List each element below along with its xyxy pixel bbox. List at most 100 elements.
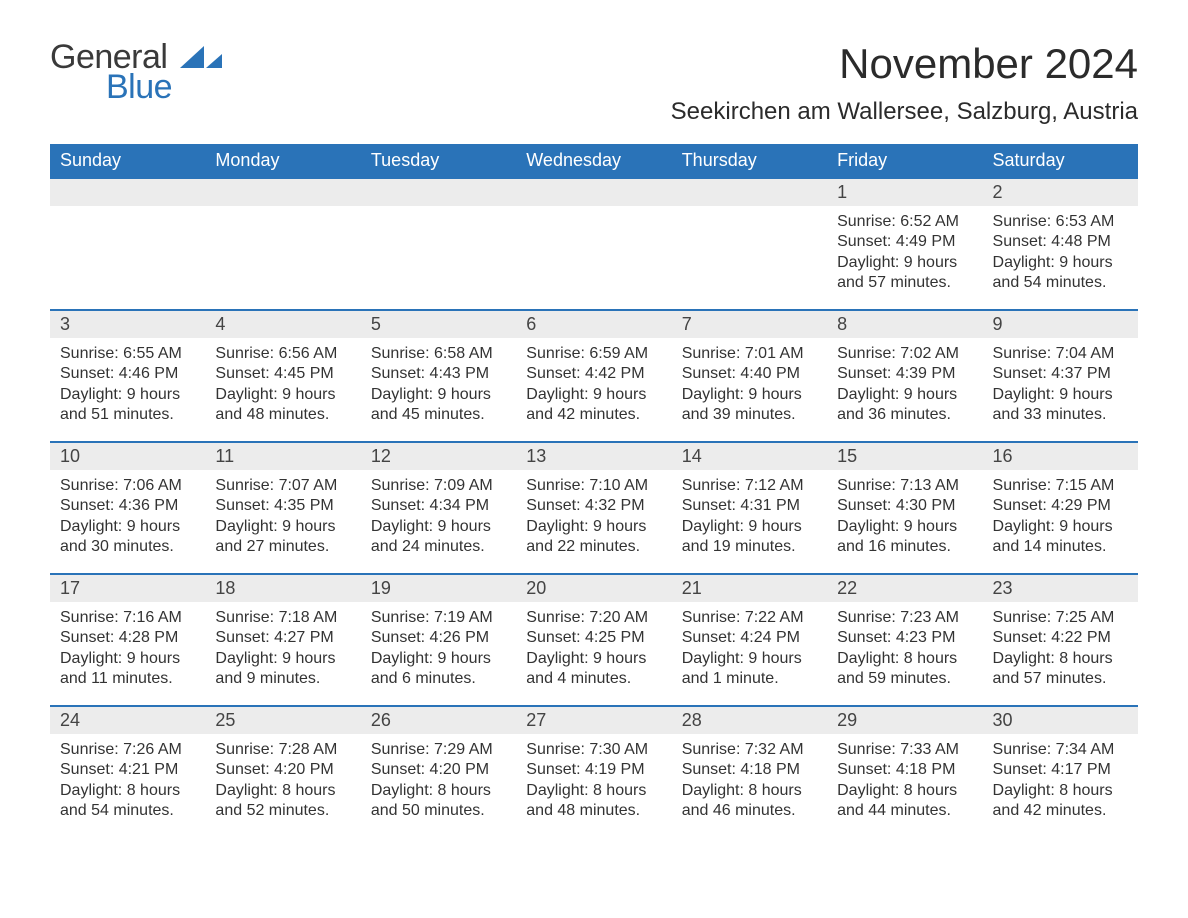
calendar-cell: . xyxy=(205,177,360,309)
calendar-cell: 21Sunrise: 7:22 AMSunset: 4:24 PMDayligh… xyxy=(672,573,827,705)
day-body: Sunrise: 6:58 AMSunset: 4:43 PMDaylight:… xyxy=(361,338,516,430)
daylight-line: Daylight: 9 hours and 27 minutes. xyxy=(215,517,350,558)
day-number: 21 xyxy=(672,575,827,602)
sunrise-line: Sunrise: 6:58 AM xyxy=(371,344,506,364)
daylight-line: Daylight: 9 hours and 11 minutes. xyxy=(60,649,195,690)
calendar-cell: 28Sunrise: 7:32 AMSunset: 4:18 PMDayligh… xyxy=(672,705,827,837)
day-number: 19 xyxy=(361,575,516,602)
day-number: 12 xyxy=(361,443,516,470)
day-number: 28 xyxy=(672,707,827,734)
calendar-cell: 9Sunrise: 7:04 AMSunset: 4:37 PMDaylight… xyxy=(983,309,1138,441)
sunset-line: Sunset: 4:17 PM xyxy=(993,760,1128,780)
sunset-line: Sunset: 4:23 PM xyxy=(837,628,972,648)
daylight-line: Daylight: 9 hours and 48 minutes. xyxy=(215,385,350,426)
day-body: Sunrise: 7:30 AMSunset: 4:19 PMDaylight:… xyxy=(516,734,671,826)
sunset-line: Sunset: 4:18 PM xyxy=(837,760,972,780)
sunrise-line: Sunrise: 7:13 AM xyxy=(837,476,972,496)
calendar-cell: 3Sunrise: 6:55 AMSunset: 4:46 PMDaylight… xyxy=(50,309,205,441)
sunset-line: Sunset: 4:19 PM xyxy=(526,760,661,780)
sunrise-line: Sunrise: 7:32 AM xyxy=(682,740,817,760)
day-number-row: 27 xyxy=(516,705,671,734)
sunset-line: Sunset: 4:42 PM xyxy=(526,364,661,384)
day-body: Sunrise: 7:28 AMSunset: 4:20 PMDaylight:… xyxy=(205,734,360,826)
day-number-row: 9 xyxy=(983,309,1138,338)
sunrise-line: Sunrise: 7:16 AM xyxy=(60,608,195,628)
day-number-row: . xyxy=(50,177,205,206)
daylight-line: Daylight: 8 hours and 44 minutes. xyxy=(837,781,972,822)
weekday-header: Thursday xyxy=(672,144,827,177)
day-number: 1 xyxy=(827,179,982,206)
sunset-line: Sunset: 4:39 PM xyxy=(837,364,972,384)
sunrise-line: Sunrise: 6:59 AM xyxy=(526,344,661,364)
sunrise-line: Sunrise: 7:34 AM xyxy=(993,740,1128,760)
day-number: 30 xyxy=(983,707,1138,734)
calendar-cell: 6Sunrise: 6:59 AMSunset: 4:42 PMDaylight… xyxy=(516,309,671,441)
sunset-line: Sunset: 4:29 PM xyxy=(993,496,1128,516)
day-body: Sunrise: 7:07 AMSunset: 4:35 PMDaylight:… xyxy=(205,470,360,562)
title-block: November 2024 Seekirchen am Wallersee, S… xyxy=(671,40,1138,132)
day-number-row: 19 xyxy=(361,573,516,602)
day-number-row: 7 xyxy=(672,309,827,338)
sunset-line: Sunset: 4:24 PM xyxy=(682,628,817,648)
sunrise-line: Sunrise: 7:07 AM xyxy=(215,476,350,496)
day-number: 16 xyxy=(983,443,1138,470)
calendar-cell: 24Sunrise: 7:26 AMSunset: 4:21 PMDayligh… xyxy=(50,705,205,837)
day-body: Sunrise: 6:59 AMSunset: 4:42 PMDaylight:… xyxy=(516,338,671,430)
day-body: Sunrise: 6:56 AMSunset: 4:45 PMDaylight:… xyxy=(205,338,360,430)
day-number: 14 xyxy=(672,443,827,470)
day-number-row: . xyxy=(205,177,360,206)
calendar-cell: 4Sunrise: 6:56 AMSunset: 4:45 PMDaylight… xyxy=(205,309,360,441)
day-number-row: 15 xyxy=(827,441,982,470)
calendar-cell: 18Sunrise: 7:18 AMSunset: 4:27 PMDayligh… xyxy=(205,573,360,705)
day-number-row: 18 xyxy=(205,573,360,602)
day-number: 5 xyxy=(361,311,516,338)
sunset-line: Sunset: 4:36 PM xyxy=(60,496,195,516)
sunset-line: Sunset: 4:21 PM xyxy=(60,760,195,780)
sunrise-line: Sunrise: 7:20 AM xyxy=(526,608,661,628)
day-body: Sunrise: 7:13 AMSunset: 4:30 PMDaylight:… xyxy=(827,470,982,562)
day-body: Sunrise: 7:18 AMSunset: 4:27 PMDaylight:… xyxy=(205,602,360,694)
day-number: 4 xyxy=(205,311,360,338)
daylight-line: Daylight: 9 hours and 1 minute. xyxy=(682,649,817,690)
calendar-cell: 17Sunrise: 7:16 AMSunset: 4:28 PMDayligh… xyxy=(50,573,205,705)
calendar-cell: 27Sunrise: 7:30 AMSunset: 4:19 PMDayligh… xyxy=(516,705,671,837)
daylight-line: Daylight: 9 hours and 54 minutes. xyxy=(993,253,1128,294)
day-number-row: 26 xyxy=(361,705,516,734)
sunrise-line: Sunrise: 7:26 AM xyxy=(60,740,195,760)
day-body: Sunrise: 7:19 AMSunset: 4:26 PMDaylight:… xyxy=(361,602,516,694)
calendar-cell: 15Sunrise: 7:13 AMSunset: 4:30 PMDayligh… xyxy=(827,441,982,573)
day-number-row: 20 xyxy=(516,573,671,602)
daylight-line: Daylight: 8 hours and 54 minutes. xyxy=(60,781,195,822)
day-number-row: 29 xyxy=(827,705,982,734)
weekday-header: Friday xyxy=(827,144,982,177)
day-number: 3 xyxy=(50,311,205,338)
day-number: 29 xyxy=(827,707,982,734)
calendar-cell: 7Sunrise: 7:01 AMSunset: 4:40 PMDaylight… xyxy=(672,309,827,441)
weekday-header: Saturday xyxy=(983,144,1138,177)
sunrise-line: Sunrise: 7:15 AM xyxy=(993,476,1128,496)
day-number: 27 xyxy=(516,707,671,734)
day-number: 25 xyxy=(205,707,360,734)
sunrise-line: Sunrise: 7:19 AM xyxy=(371,608,506,628)
day-body: Sunrise: 7:32 AMSunset: 4:18 PMDaylight:… xyxy=(672,734,827,826)
sunrise-line: Sunrise: 7:29 AM xyxy=(371,740,506,760)
day-number-row: 13 xyxy=(516,441,671,470)
sunset-line: Sunset: 4:45 PM xyxy=(215,364,350,384)
sunset-line: Sunset: 4:34 PM xyxy=(371,496,506,516)
sunrise-line: Sunrise: 7:06 AM xyxy=(60,476,195,496)
day-number: 15 xyxy=(827,443,982,470)
daylight-line: Daylight: 8 hours and 48 minutes. xyxy=(526,781,661,822)
day-body: Sunrise: 7:34 AMSunset: 4:17 PMDaylight:… xyxy=(983,734,1138,826)
calendar-cell: 16Sunrise: 7:15 AMSunset: 4:29 PMDayligh… xyxy=(983,441,1138,573)
day-body: Sunrise: 7:26 AMSunset: 4:21 PMDaylight:… xyxy=(50,734,205,826)
sunset-line: Sunset: 4:31 PM xyxy=(682,496,817,516)
sunset-line: Sunset: 4:48 PM xyxy=(993,232,1128,252)
day-number-row: 28 xyxy=(672,705,827,734)
calendar-cell: 23Sunrise: 7:25 AMSunset: 4:22 PMDayligh… xyxy=(983,573,1138,705)
day-number-row: . xyxy=(516,177,671,206)
daylight-line: Daylight: 9 hours and 4 minutes. xyxy=(526,649,661,690)
day-number: 26 xyxy=(361,707,516,734)
daylight-line: Daylight: 9 hours and 24 minutes. xyxy=(371,517,506,558)
calendar-body: . . . . . 1Sunrise: 6:52 AMSunset: 4:49 … xyxy=(50,177,1138,837)
sunset-line: Sunset: 4:49 PM xyxy=(837,232,972,252)
